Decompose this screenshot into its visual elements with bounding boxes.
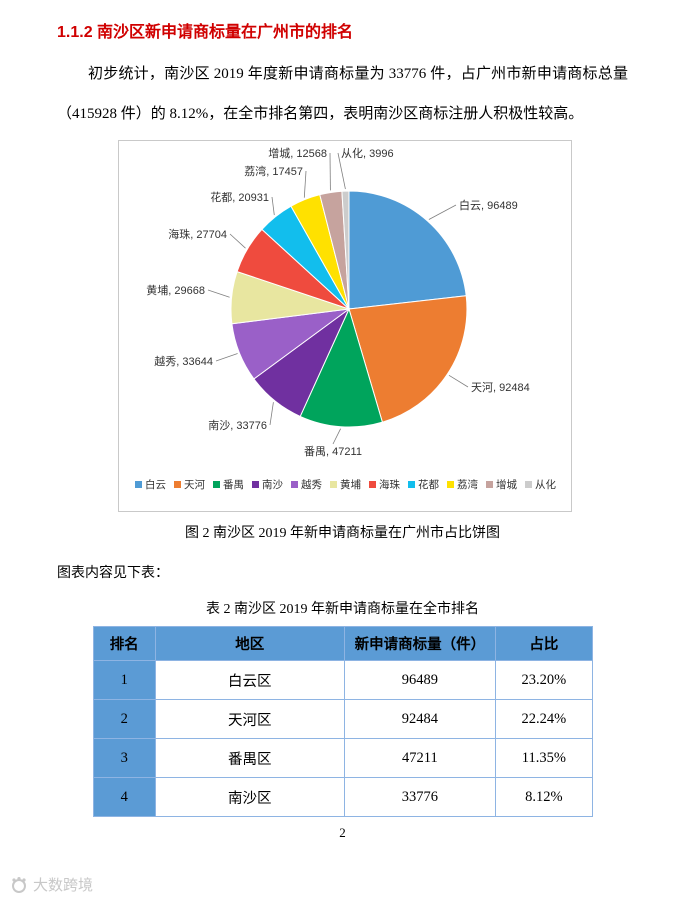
table-row: 2 天河区 92484 22.24% <box>92 699 593 739</box>
page-content: 1.1.2 南沙区新申请商标量在广州市的排名 初步统计，南沙区 2019 年度新… <box>57 24 628 840</box>
legend-swatch <box>369 481 376 488</box>
pie-chart-figure: 白云, 96489 天河, 92484 番禺, 47211 南沙, 33776 越秀, … <box>118 140 572 512</box>
rank-cell: 2 <box>92 699 156 739</box>
table-cell: 天河区 <box>154 699 345 739</box>
rank-cell: 3 <box>92 738 156 778</box>
pie-slice <box>341 190 350 310</box>
leader-line <box>229 233 246 249</box>
ranking-table: 排名 地区 新申请商标量（件） 占比 1 白云区 96489 23.20% 2 天河区 92484… <box>92 626 593 817</box>
table-cell: 8.12% <box>495 777 593 817</box>
table-cell: 47211 <box>343 738 497 778</box>
legend-swatch <box>447 481 454 488</box>
table-title: 表 2 南沙区 2019 年新申请商标量在全市排名 <box>206 602 479 617</box>
table-cell: 22.24% <box>495 699 593 739</box>
section-heading: 1.1.2 南沙区新申请商标量在广州市的排名 <box>57 24 354 41</box>
slice-label: 增城, 12568 <box>268 146 327 160</box>
slice-label: 花都, 20931 <box>210 191 269 204</box>
legend-label: 番禺 <box>223 479 244 491</box>
rank-cell: 4 <box>92 777 156 817</box>
table-header-row: 排名 地区 新申请商标量（件） 占比 <box>92 626 593 661</box>
pie-slice <box>348 190 467 310</box>
legend-swatch <box>408 481 415 488</box>
legend-label: 从化 <box>535 478 556 491</box>
slice-label: 海珠, 27704 <box>168 227 227 241</box>
table-cell: 33776 <box>343 777 497 817</box>
table-cell: 番禺区 <box>154 738 345 778</box>
rank-cell: 1 <box>92 660 156 700</box>
table-cell: 南沙区 <box>154 777 345 817</box>
table-body: 1 白云区 96489 23.20% 2 天河区 92484 22.24% 3 番禺区 47211 1… <box>92 660 593 817</box>
table-header-cell: 新申请商标量（件） <box>343 626 497 661</box>
table-cell: 白云区 <box>154 660 345 700</box>
legend-label: 增城 <box>496 478 517 491</box>
leader-line <box>215 353 238 362</box>
pie-slice <box>299 307 384 428</box>
table-header-cell: 地区 <box>154 626 345 661</box>
legend-label: 越秀 <box>301 478 322 491</box>
legend-swatch <box>525 481 532 488</box>
slice-label: 越秀, 33644 <box>154 354 213 368</box>
slice-label: 荔湾, 17457 <box>244 164 303 178</box>
legend-label: 海珠 <box>379 478 400 491</box>
legend-swatch <box>330 481 337 488</box>
slice-label: 白云, 96489 <box>459 198 518 212</box>
legend-label: 天河 <box>184 479 205 491</box>
pie-slice <box>348 295 468 423</box>
table-cell: 96489 <box>343 660 497 700</box>
legend-swatch <box>213 481 220 488</box>
legend-label: 白云 <box>145 478 166 491</box>
table-row: 3 番禺区 47211 11.35% <box>92 738 593 778</box>
body-paragraph: 初步统计，南沙区 2019 年度新申请商标量为 33776 件，占广州市新申请商… <box>57 66 628 122</box>
legend-swatch <box>252 481 259 488</box>
slice-label: 番禺, 47211 <box>304 445 362 458</box>
table-row: 4 南沙区 33776 8.12% <box>92 777 593 817</box>
legend-label: 南沙 <box>262 478 283 491</box>
watermark-text: 大数跨境 <box>33 877 94 894</box>
table-cell: 11.35% <box>495 738 593 778</box>
leader-line <box>207 289 230 298</box>
leader-line <box>269 402 274 426</box>
page-number: 2 <box>339 825 346 840</box>
legend-swatch <box>135 481 142 488</box>
legend-swatch <box>174 481 181 488</box>
leader-line <box>448 374 469 388</box>
legend-swatch <box>486 481 493 488</box>
watermark-logo-icon <box>12 876 26 893</box>
leader-line <box>303 170 307 198</box>
watermark: 大数跨境 <box>10 874 93 895</box>
leader-line <box>271 196 275 216</box>
table-cell: 92484 <box>343 699 497 739</box>
table-row: 1 白云区 96489 23.20% <box>92 660 593 700</box>
slice-label: 天河, 92484 <box>471 381 530 394</box>
legend-label: 花都 <box>418 478 439 491</box>
slice-label: 南沙, 33776 <box>208 419 267 432</box>
table-intro-text: 图表内容见下表： <box>57 566 169 581</box>
pie-chart-svg: 白云, 96489 天河, 92484 番禺, 47211 南沙, 33776 越秀, … <box>135 146 556 491</box>
legend-label: 荔湾 <box>457 478 478 491</box>
table-header-cell: 占比 <box>495 626 593 661</box>
leader-line <box>428 204 457 220</box>
leader-line <box>332 428 341 445</box>
table-cell: 23.20% <box>495 660 593 700</box>
legend-swatch <box>291 481 298 488</box>
table-header-cell: 排名 <box>92 626 156 661</box>
slice-label: 从化, 3996 <box>341 146 394 160</box>
figure-caption: 图 2 南沙区 2019 年新申请商标量在广州市占比饼图 <box>185 526 500 541</box>
slice-label: 黄埔, 29668 <box>146 283 205 297</box>
leader-line <box>337 152 346 190</box>
legend-label: 黄埔 <box>340 478 361 491</box>
